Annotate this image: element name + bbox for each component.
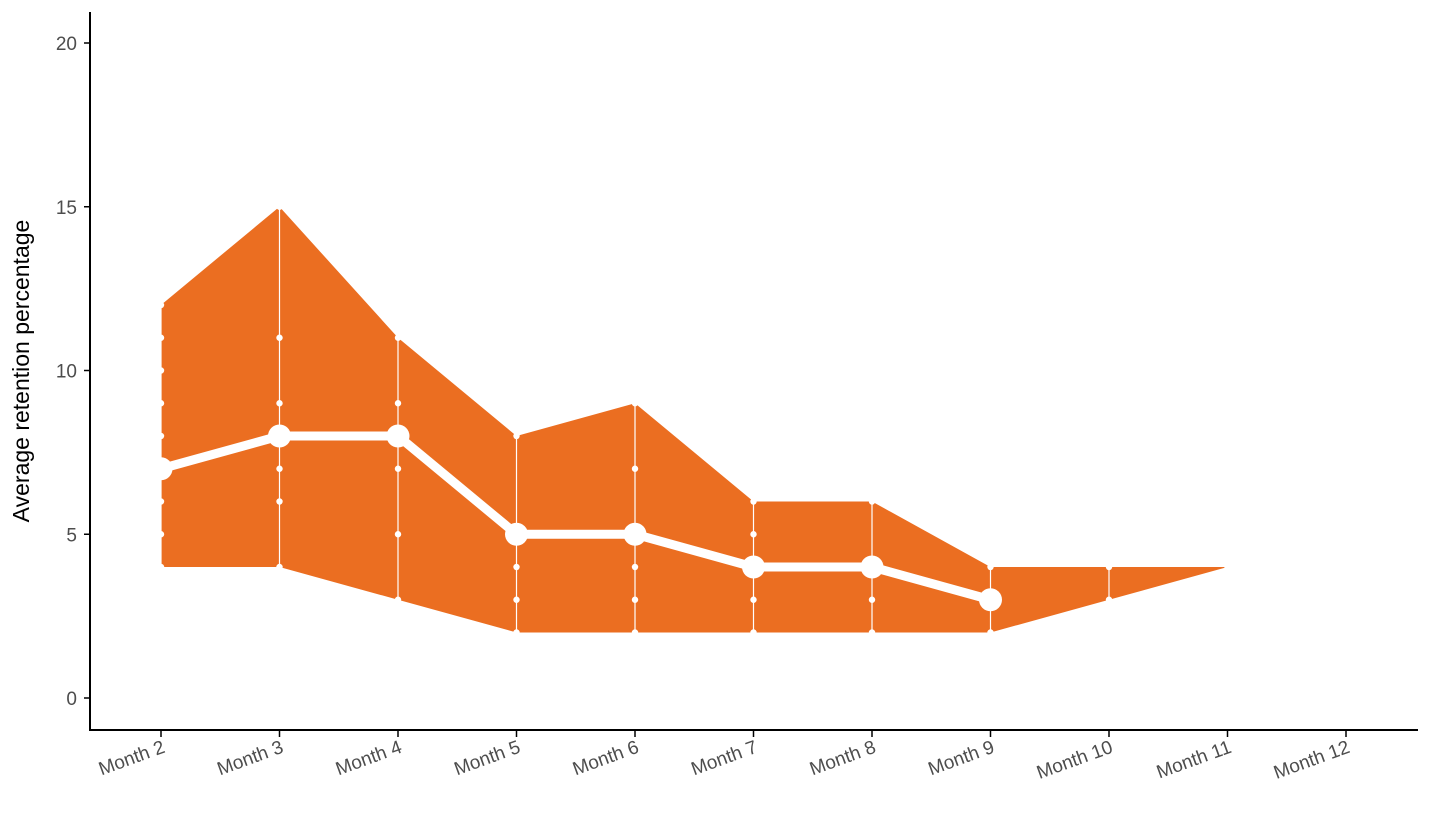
data-point xyxy=(868,629,876,636)
y-tick-label: 0 xyxy=(66,689,77,710)
data-point xyxy=(276,203,283,210)
data-point xyxy=(987,629,994,636)
data-point xyxy=(157,301,165,309)
data-point xyxy=(868,596,876,603)
data-point xyxy=(276,465,283,472)
x-tick-label: Month 9 xyxy=(926,737,998,780)
mean-line xyxy=(159,431,992,605)
mean-point xyxy=(979,588,1002,612)
y-tick-label: 5 xyxy=(66,525,77,546)
data-point xyxy=(631,400,639,407)
mean-point xyxy=(742,555,765,579)
y-axis-title: Average retention percentage xyxy=(8,220,34,523)
data-point xyxy=(750,629,757,636)
x-tick-label: Month 4 xyxy=(333,737,405,780)
data-point xyxy=(1105,596,1113,603)
data-point xyxy=(750,596,757,603)
data-point xyxy=(157,367,165,374)
data-point xyxy=(868,498,876,505)
data-point xyxy=(631,563,639,571)
data-point xyxy=(750,531,757,538)
x-tick-label: Month 7 xyxy=(689,737,761,780)
data-point xyxy=(157,563,165,571)
data-point xyxy=(631,629,639,636)
x-tick-label: Month 2 xyxy=(96,737,168,780)
mean-point xyxy=(505,522,528,546)
data-point xyxy=(1105,563,1113,571)
range-ribbon xyxy=(161,206,1228,633)
data-point xyxy=(276,334,283,341)
x-tick-label: Month 8 xyxy=(807,737,879,780)
data-point xyxy=(394,334,402,341)
x-tick-label: Month 6 xyxy=(570,737,642,780)
data-point xyxy=(276,498,283,505)
data-point xyxy=(157,400,165,407)
mean-point xyxy=(623,522,647,546)
data-point xyxy=(513,432,520,440)
x-tick-label: Month 12 xyxy=(1271,737,1353,784)
x-tick-label: Month 11 xyxy=(1154,737,1234,783)
mean-point xyxy=(386,424,410,448)
mean-point xyxy=(268,424,291,448)
data-point xyxy=(513,563,520,571)
data-point xyxy=(157,531,165,538)
mean-point xyxy=(860,555,884,579)
y-tick-label: 20 xyxy=(56,34,77,55)
y-tick-label: 15 xyxy=(56,198,77,219)
y-tick-label: 10 xyxy=(56,362,77,383)
data-point xyxy=(157,334,165,341)
data-point xyxy=(513,596,520,603)
data-point xyxy=(394,465,402,472)
x-tick-label: Month 3 xyxy=(215,737,287,780)
mean-point xyxy=(149,457,173,481)
data-point xyxy=(394,531,402,538)
data-point xyxy=(750,498,757,505)
data-point xyxy=(157,498,165,505)
x-tick-label: Month 5 xyxy=(452,737,524,780)
data-point xyxy=(631,596,639,603)
data-point xyxy=(631,465,639,472)
data-point xyxy=(394,596,402,603)
data-point xyxy=(1224,563,1231,571)
data-point xyxy=(157,432,165,440)
data-point xyxy=(513,629,520,636)
data-point xyxy=(394,400,402,407)
data-point xyxy=(276,400,283,407)
x-tick-label: Month 10 xyxy=(1034,737,1116,784)
data-point xyxy=(987,563,994,571)
data-point xyxy=(276,563,283,571)
